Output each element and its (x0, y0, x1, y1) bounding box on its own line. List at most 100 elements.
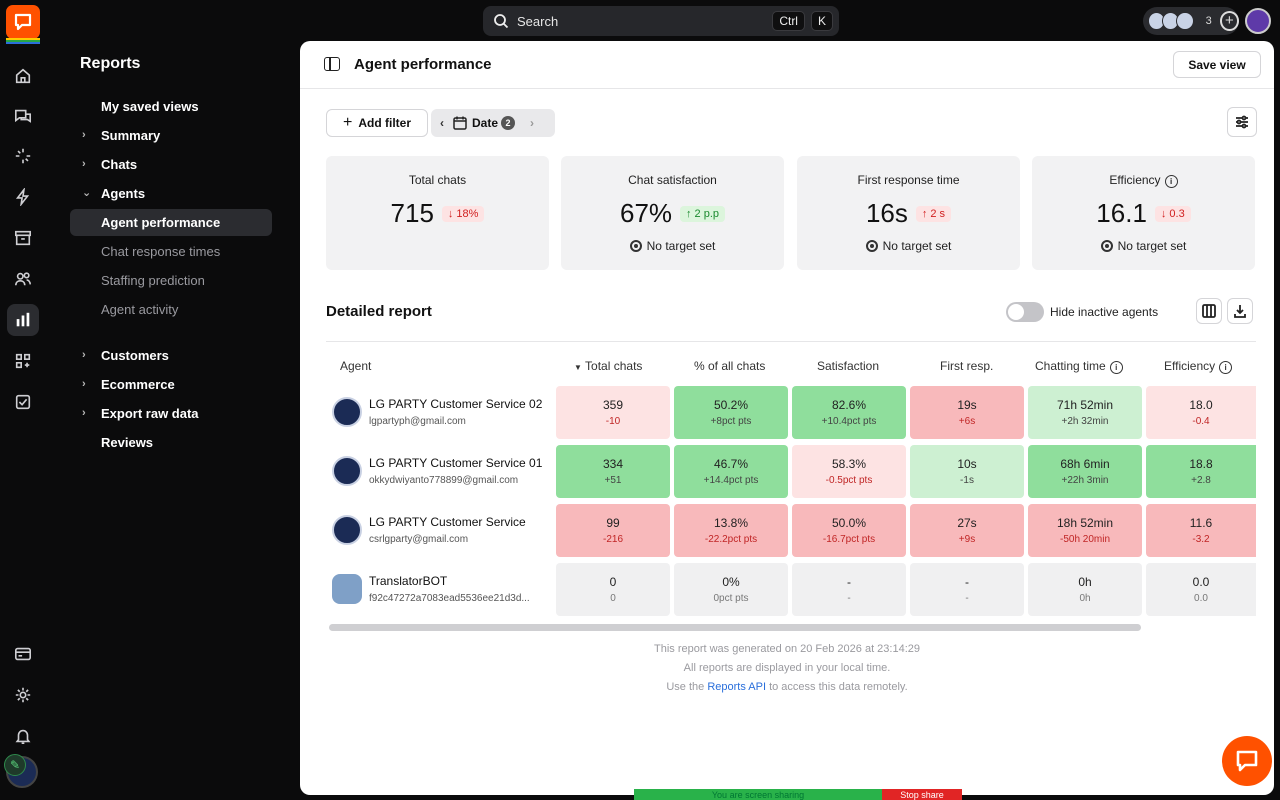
nav-item-chat-response-times[interactable]: Chat response times (70, 238, 272, 265)
chevron-right-icon: › (82, 158, 86, 170)
add-agent-icon[interactable]: + (1219, 11, 1239, 31)
bell-icon[interactable] (7, 720, 39, 752)
cell-delta: +10.4pct pts (821, 416, 877, 427)
reports-icon[interactable] (7, 304, 39, 336)
chevron-down-icon: ⌄ (82, 187, 92, 199)
table-row[interactable]: LG PARTY Customer Service csrlgparty@gma… (326, 502, 1256, 558)
kpi-target[interactable]: No target set (561, 239, 784, 253)
api-note: Use the Reports API to access this data … (300, 681, 1274, 693)
col-total-chats[interactable]: ▼ Total chats (574, 359, 642, 373)
nav-item-export-raw-data[interactable]: › Export raw data (70, 400, 272, 427)
date-filter-chip[interactable]: ‹ Date 2 › (431, 109, 555, 137)
apps-icon[interactable] (7, 345, 39, 377)
kpi-chat-satisfaction: Chat satisfaction 67% ↑ 2 p.p No target s… (561, 156, 784, 270)
edit-pencil-icon[interactable]: ✎ (4, 754, 26, 776)
col-percent-all-chats[interactable]: % of all chats (694, 359, 766, 373)
cell-value: 58.3% (831, 457, 867, 471)
nav-item-customers[interactable]: › Customers (70, 342, 272, 369)
chevron-right-icon[interactable]: › (530, 116, 535, 130)
date-badge: 2 (501, 116, 516, 130)
kpi-target[interactable]: No target set (797, 239, 1020, 253)
sparkle-icon[interactable] (7, 140, 39, 172)
nav-item-ecommerce[interactable]: › Ecommerce (70, 371, 272, 398)
agent-cell: TranslatorBOT f92c47272a7083ead5536ee21d… (332, 571, 552, 611)
chat-bubble-icon (1236, 750, 1258, 772)
kpi-total-chats: Total chats 715 ↓ 18% (326, 156, 549, 270)
hide-inactive-toggle[interactable] (1006, 302, 1044, 322)
online-agents-widget[interactable]: 3 + (1143, 7, 1239, 35)
reports-api-link[interactable]: Reports API (707, 681, 767, 693)
shortcut-k: K (810, 11, 833, 31)
chat-widget-button[interactable] (1222, 736, 1272, 786)
hide-inactive-label: Hide inactive agents (1050, 305, 1159, 319)
cell-delta: -22.2pct pts (704, 534, 758, 545)
cell-first-resp: 27s +9s (910, 504, 1024, 557)
chats-icon[interactable] (7, 100, 39, 132)
nav-item-summary[interactable]: › Summary (70, 122, 272, 149)
filters-settings-button[interactable] (1227, 107, 1257, 137)
sidebar-toggle-icon[interactable] (324, 57, 340, 71)
col-satisfaction[interactable]: Satisfaction (817, 359, 880, 373)
nav-item-reviews[interactable]: Reviews (70, 429, 272, 456)
local-time-note: All reports are displayed in your local … (683, 662, 891, 674)
cell-value: 46.7% (713, 457, 749, 471)
cell-value: 18h 52min (1056, 516, 1114, 530)
home-icon[interactable] (7, 60, 39, 92)
info-icon[interactable]: i (1219, 361, 1233, 374)
billing-icon[interactable] (7, 638, 39, 670)
user-avatar[interactable] (1245, 8, 1271, 34)
info-icon[interactable]: i (1109, 361, 1123, 374)
nav-item-staffing-prediction[interactable]: Staffing prediction (70, 267, 272, 294)
agent-name: LG PARTY Customer Service 02 (369, 397, 543, 411)
stop-share-button[interactable]: Stop share (882, 789, 962, 800)
kpi-title: Total chats (408, 173, 467, 187)
nav-label: Chat response times (101, 244, 221, 259)
nav-item-agents[interactable]: ⌄ Agents (70, 180, 272, 207)
cell-delta: -10 (605, 416, 621, 427)
col-chatting-time[interactable]: Chatting time i (1035, 359, 1123, 374)
col-agent[interactable]: Agent (340, 359, 372, 373)
team-icon[interactable] (7, 263, 39, 295)
cell-value: 82.6% (831, 398, 867, 412)
table-row[interactable]: LG PARTY Customer Service 02 lgpartyph@g… (326, 384, 1256, 440)
col-label: Total chats (585, 359, 643, 373)
chevron-left-icon[interactable]: ‹ (440, 116, 444, 130)
nav-title: Reports (80, 55, 141, 72)
cell-delta: -50h 20min (1059, 534, 1111, 545)
settings-icon[interactable] (7, 679, 39, 711)
columns-button[interactable] (1196, 298, 1222, 324)
tasks-icon[interactable] (7, 386, 39, 418)
api-note-pre: Use the (666, 681, 705, 693)
main-header: Agent performance Save view (300, 41, 1274, 89)
cell-delta: +2.8 (1191, 475, 1211, 486)
table-row[interactable]: LG PARTY Customer Service 01 okkydwiyant… (326, 443, 1256, 499)
agent-email: okkydwiyanto778899@gmail.com (369, 475, 519, 486)
livechat-logo-icon[interactable] (6, 5, 40, 39)
download-button[interactable] (1227, 298, 1253, 324)
search-bar[interactable]: Search Ctrl K (483, 6, 839, 36)
cell-first-resp: 10s -1s (910, 445, 1024, 498)
archive-icon[interactable] (7, 222, 39, 254)
cell-value: - (847, 575, 851, 589)
lightning-icon[interactable] (7, 181, 39, 213)
kpi-delta-value: 2 p.p (694, 207, 719, 220)
nav-item-chats[interactable]: › Chats (70, 151, 272, 178)
col-first-resp[interactable]: First resp. (940, 359, 994, 373)
save-view-button[interactable]: Save view (1173, 51, 1261, 78)
kpi-title-text: Efficiency (1109, 173, 1161, 187)
table-horizontal-scrollbar[interactable] (329, 624, 1141, 631)
kpi-delta-value: 2 s (930, 207, 946, 220)
nav-item-agent-activity[interactable]: Agent activity (70, 296, 272, 323)
kpi-title: Chat satisfaction (628, 173, 717, 187)
table-row[interactable]: TranslatorBOT f92c47272a7083ead5536ee21d… (326, 561, 1256, 617)
kpi-target[interactable]: No target set (1032, 239, 1255, 253)
nav-label: Ecommerce (101, 377, 175, 392)
cell-first-resp: -- (910, 563, 1024, 616)
nav-item-my-saved-views[interactable]: My saved views (70, 93, 272, 120)
info-icon[interactable]: i (1164, 175, 1178, 188)
add-filter-button[interactable]: + Add filter (326, 109, 428, 137)
nav-item-agent-performance[interactable]: Agent performance (70, 209, 272, 236)
agent-cell: LG PARTY Customer Service 01 okkydwiyant… (332, 453, 552, 493)
cell-total-chats: 334 +51 (556, 445, 670, 498)
col-efficiency[interactable]: Efficiency i (1164, 359, 1233, 374)
